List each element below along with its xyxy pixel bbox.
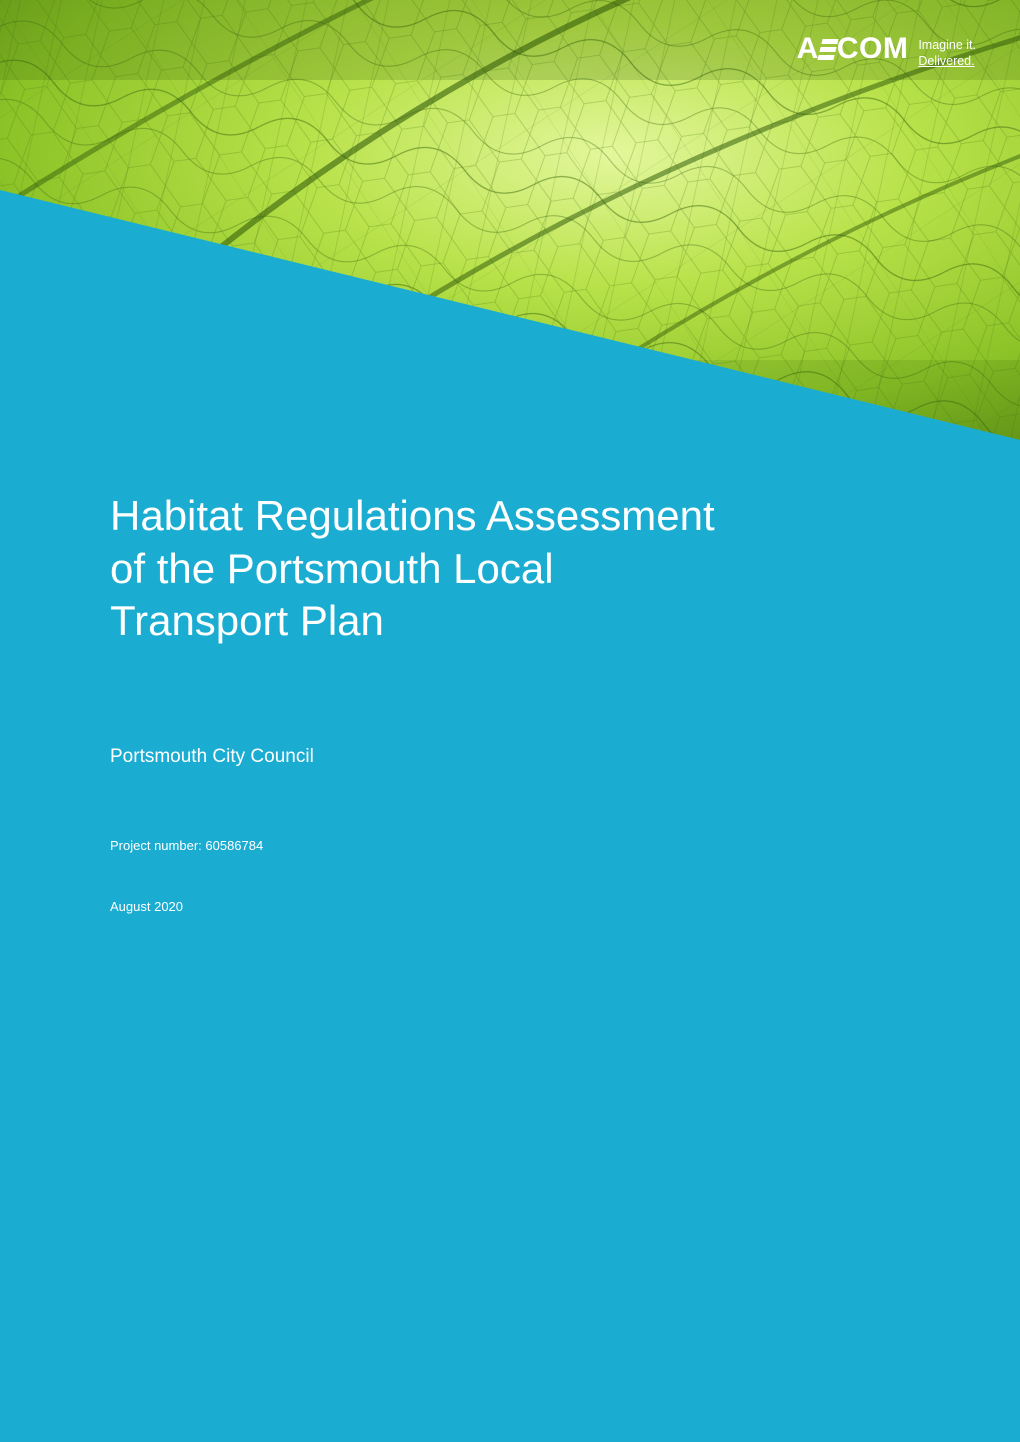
client-name: Portsmouth City Council <box>110 746 910 768</box>
document-title: Habitat Regulations Assessment of the Po… <box>110 490 730 648</box>
document-date: August 2020 <box>110 899 910 914</box>
cover-content: Habitat Regulations Assessment of the Po… <box>110 490 910 914</box>
logo-letter: A <box>797 34 819 64</box>
logo-mark: A COM <box>797 34 909 64</box>
project-number: Project number: 60586784 <box>110 838 910 853</box>
logo-tagline: Imagine it. Delivered. <box>918 34 976 70</box>
tagline-line-1: Imagine it. <box>918 37 976 53</box>
logo-bars-icon <box>817 39 838 60</box>
tagline-line-2: Delivered. <box>918 53 976 69</box>
brand-logo: A COM Imagine it. Delivered. <box>797 34 976 70</box>
cover-page: A COM Imagine it. Delivered. Habitat Reg… <box>0 0 1020 1442</box>
logo-letter: COM <box>837 34 909 64</box>
